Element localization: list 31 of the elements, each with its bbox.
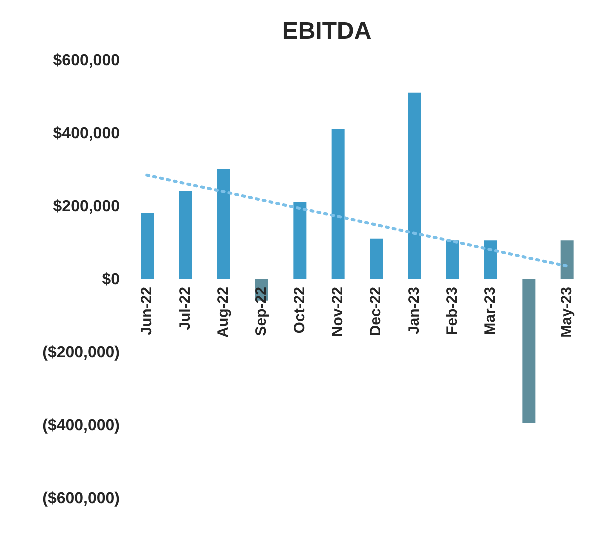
bar bbox=[408, 92, 422, 279]
x-tick-label: Jan-23 bbox=[406, 287, 423, 335]
x-tick-label: Oct-22 bbox=[291, 287, 308, 334]
y-tick-label: $0 bbox=[102, 272, 120, 289]
x-tick-label: Aug-22 bbox=[214, 287, 232, 338]
y-tick-label: ($200,000) bbox=[42, 344, 120, 362]
bar bbox=[522, 279, 536, 424]
y-tick-label: $200,000 bbox=[53, 198, 120, 216]
bar bbox=[141, 213, 154, 279]
x-tick-label: Feb-23 bbox=[444, 287, 461, 336]
y-tick-label: $400,000 bbox=[53, 126, 120, 143]
bar bbox=[294, 202, 307, 279]
x-tick-label: Jun-22 bbox=[138, 287, 156, 336]
bar bbox=[446, 240, 460, 279]
bar bbox=[370, 238, 383, 279]
x-tick-label: Mar-23 bbox=[482, 287, 500, 336]
x-tick-label: Jul-22 bbox=[176, 287, 194, 330]
bar bbox=[484, 240, 498, 279]
bar bbox=[217, 170, 230, 279]
bar bbox=[332, 129, 345, 279]
x-tick-label: May-23 bbox=[558, 287, 576, 338]
y-tick-label: ($400,000) bbox=[42, 418, 120, 435]
x-tick-label: Dec-22 bbox=[368, 287, 385, 336]
chart-title: EBITDA bbox=[281, 17, 373, 47]
x-tick-label: Sep-22 bbox=[253, 287, 270, 336]
bar bbox=[179, 191, 192, 279]
x-tick-label: Nov-22 bbox=[329, 287, 346, 338]
y-tick-label: ($600,000) bbox=[42, 490, 120, 508]
line-series bbox=[146, 174, 568, 268]
y-tick-label: $600,000 bbox=[53, 52, 120, 70]
bar bbox=[560, 240, 574, 279]
